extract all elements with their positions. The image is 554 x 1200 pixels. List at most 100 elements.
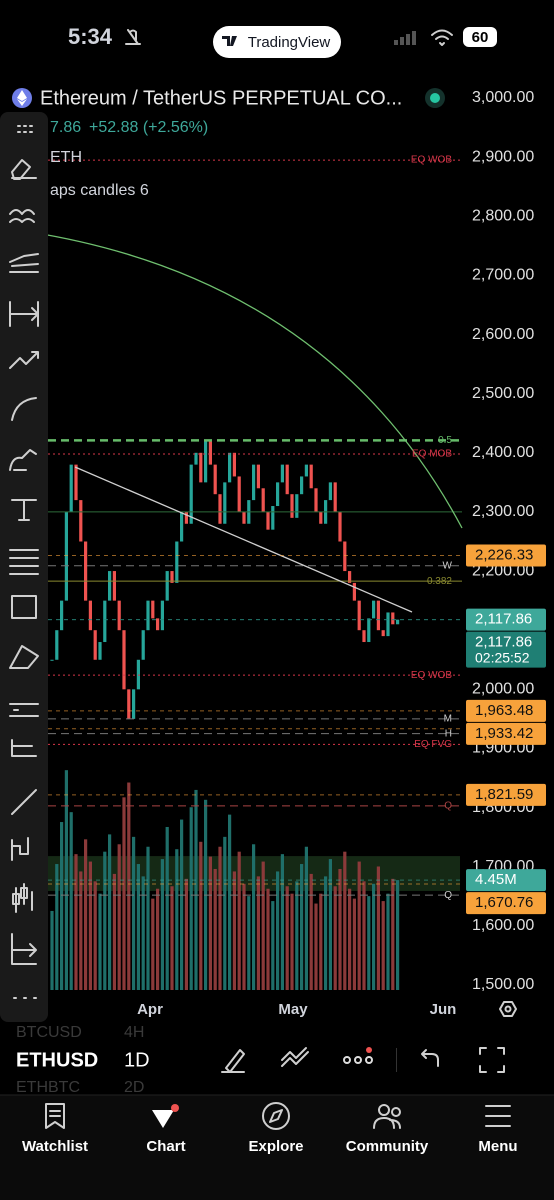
candle — [271, 506, 275, 530]
alert-dot — [366, 1047, 372, 1053]
volume-bar — [348, 888, 352, 990]
volume-bar — [376, 866, 380, 990]
volume-bar — [112, 873, 116, 990]
nav-label[interactable]: Explore — [248, 1138, 303, 1155]
level-label: EQ WOB — [411, 670, 452, 681]
price-tag — [466, 699, 546, 722]
price-tag — [466, 722, 546, 745]
menu-icon[interactable] — [485, 1105, 511, 1127]
symbol-current[interactable]: ETHUSD — [16, 1049, 98, 1071]
tool-gann[interactable] — [9, 209, 35, 223]
signal-icon — [394, 31, 416, 45]
eth-glyph — [17, 90, 27, 106]
volume-bar — [276, 871, 280, 990]
fullscreen-button[interactable] — [479, 1047, 505, 1073]
volume-bar — [247, 896, 251, 990]
tool-pitchfork[interactable] — [9, 549, 39, 575]
tool-trend[interactable] — [9, 351, 39, 369]
app-name: TradingView — [248, 34, 331, 51]
tool-candles[interactable] — [12, 883, 33, 913]
candle — [79, 500, 83, 542]
candle — [396, 619, 400, 625]
explore-icon[interactable] — [262, 1102, 290, 1130]
chart-badge — [171, 1104, 179, 1112]
more-button[interactable] — [343, 1056, 373, 1064]
trend-line — [74, 466, 413, 613]
symbol-option[interactable]: ETHBTC — [16, 1079, 80, 1096]
tool-curve[interactable] — [11, 397, 37, 421]
symbol-title[interactable]: Ethereum / TetherUS PERPETUAL CO... — [40, 87, 402, 109]
nav-label[interactable]: Menu — [478, 1138, 517, 1155]
price-tick-label: 2,700.00 — [472, 267, 534, 284]
price-tag-label: 1,670.76 — [475, 894, 533, 911]
explore-needle — [269, 1109, 283, 1123]
volume-bar — [324, 876, 328, 990]
separator — [396, 1048, 397, 1072]
tool-range[interactable] — [11, 933, 37, 965]
tool-histogram[interactable] — [11, 837, 29, 861]
timeframe-option[interactable]: 4H — [124, 1024, 144, 1041]
tool-text[interactable] — [11, 499, 37, 521]
settings-icon[interactable] — [499, 1001, 517, 1017]
level-label: W — [443, 560, 453, 571]
volume-bar — [88, 861, 92, 990]
nav-label[interactable]: Chart — [146, 1138, 185, 1155]
timeframe-option[interactable]: 2D — [124, 1079, 144, 1096]
candle — [64, 511, 68, 601]
level-label: EQ FVG — [414, 739, 452, 750]
tv-logo — [222, 36, 237, 46]
volume-bar — [309, 873, 313, 990]
tool-short[interactable] — [9, 703, 39, 717]
volume-bar — [256, 876, 260, 990]
draw-button[interactable] — [221, 1049, 245, 1073]
volume-bar — [69, 812, 73, 990]
volume-bar — [328, 859, 332, 990]
nav-label[interactable]: Watchlist — [22, 1138, 88, 1155]
price-tick-label: 1,600.00 — [472, 917, 534, 934]
volume-bar — [165, 826, 169, 990]
tool-line[interactable] — [11, 789, 37, 815]
volume-bar — [367, 896, 371, 990]
tool-long[interactable] — [11, 739, 37, 757]
tool-measure[interactable] — [9, 301, 39, 327]
community-icon[interactable] — [373, 1117, 401, 1129]
nav-label[interactable]: Community — [346, 1138, 429, 1155]
candle — [372, 600, 376, 619]
level-label: H — [445, 728, 452, 739]
price-tick-label: 2,400.00 — [472, 444, 534, 461]
indicators-button[interactable] — [281, 1047, 309, 1067]
volume-bar — [55, 864, 59, 990]
chart-icon[interactable] — [152, 1110, 174, 1128]
price-tag — [466, 892, 546, 915]
candle — [391, 612, 395, 625]
symbol-option[interactable]: BTCUSD — [16, 1024, 82, 1041]
price-tag-label: 1,933.42 — [475, 725, 533, 742]
candle — [237, 476, 241, 512]
candle — [136, 659, 140, 690]
tool-fib[interactable] — [9, 253, 39, 273]
candle — [151, 600, 155, 619]
app-pill[interactable] — [213, 26, 341, 58]
price-tag — [466, 608, 546, 631]
time-label: Jun — [430, 1001, 457, 1018]
timeframe-current[interactable]: 1D — [124, 1049, 150, 1071]
level-label: M — [444, 714, 452, 725]
undo-button[interactable] — [421, 1049, 439, 1067]
candle — [328, 482, 332, 501]
tool-brush[interactable] — [9, 449, 37, 471]
tool-pattern[interactable] — [9, 645, 39, 669]
volume-bar — [304, 846, 308, 990]
candle — [180, 511, 184, 542]
candle — [232, 452, 236, 477]
tool-rectangle[interactable] — [11, 595, 37, 619]
watchlist-icon[interactable] — [45, 1103, 65, 1129]
volume-bar — [208, 856, 212, 990]
volume-bar — [141, 876, 145, 990]
volume-bar — [300, 864, 304, 990]
tool-eraser[interactable] — [11, 159, 37, 180]
candle — [256, 464, 260, 489]
candle — [208, 440, 212, 465]
candle — [357, 600, 361, 631]
price-tick-label: 2,800.00 — [472, 207, 534, 224]
price-tag-label: 1,821.59 — [475, 786, 533, 803]
